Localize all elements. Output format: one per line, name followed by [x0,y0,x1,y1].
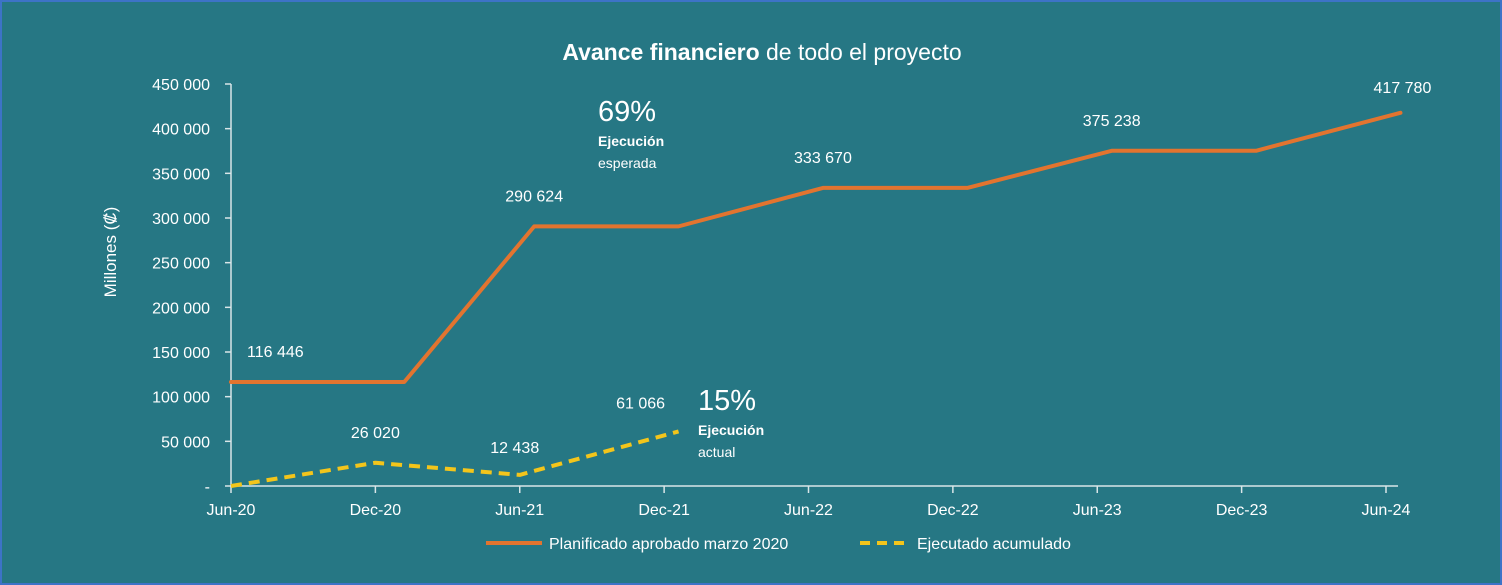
data-label: 61 066 [616,395,665,412]
annotation-expected-sublabel: esperada [598,155,657,171]
y-tick-label: 200 000 [152,300,210,317]
y-tick-label: 50 000 [161,434,210,451]
legend: Planificado aprobado marzo 2020 Ejecutad… [486,536,1071,553]
annotation-expected: 69% Ejecución esperada [598,96,664,171]
data-labels: 116 446 290 624 333 670 375 238 417 780 26 02… [247,80,1431,457]
data-label: 417 780 [1374,80,1432,97]
y-tick-label: 450 000 [152,77,210,94]
y-axis-label: Millones (₡) [101,207,120,298]
x-tick-label: Jun-23 [1073,502,1122,519]
x-tick-label: Dec-23 [1216,502,1268,519]
y-tick-label: 100 000 [152,390,210,407]
axes: - 50 000 100 000 150 000 200 000 250 000 300 0… [152,77,1410,519]
x-tick-label: Dec-20 [350,502,402,519]
data-label: 26 020 [351,425,400,442]
legend-label-executed: Ejecutado acumulado [917,536,1071,553]
x-tick-label: Jun-21 [495,502,544,519]
annotation-actual: 15% Ejecución actual [698,385,764,460]
chart-title: Avance financiero de todo el proyecto [562,39,961,65]
chart-title-rest: de todo el proyecto [760,39,962,65]
series-line-1 [230,429,680,488]
y-tick-label: 400 000 [152,122,210,139]
data-label: 116 446 [247,344,304,361]
x-tick-label: Jun-22 [784,502,833,519]
x-tick-label: Dec-22 [927,502,979,519]
x-tick-label: Jun-24 [1362,502,1411,519]
chart-title-bold: Avance financiero [562,39,759,65]
annotation-actual-sublabel: actual [698,444,735,460]
y-tick-label: 150 000 [152,345,210,362]
y-tick-label: 250 000 [152,256,210,273]
annotation-actual-label: Ejecución [698,422,764,438]
x-tick-label: Jun-20 [207,502,256,519]
annotation-actual-percent: 15% [698,385,756,417]
series-line-0 [229,110,1403,384]
data-label: 12 438 [490,440,539,457]
y-tick-label: 350 000 [152,166,210,183]
data-label: 333 670 [794,150,852,167]
annotation-expected-percent: 69% [598,96,656,128]
data-label: 290 624 [505,188,563,205]
y-tick-label: - [205,479,210,496]
annotation-expected-label: Ejecución [598,133,664,149]
x-tick-label: Dec-21 [638,502,690,519]
legend-label-planned: Planificado aprobado marzo 2020 [549,536,788,553]
series-layer [229,110,1403,488]
y-tick-label: 300 000 [152,211,210,228]
data-label: 375 238 [1083,113,1141,130]
